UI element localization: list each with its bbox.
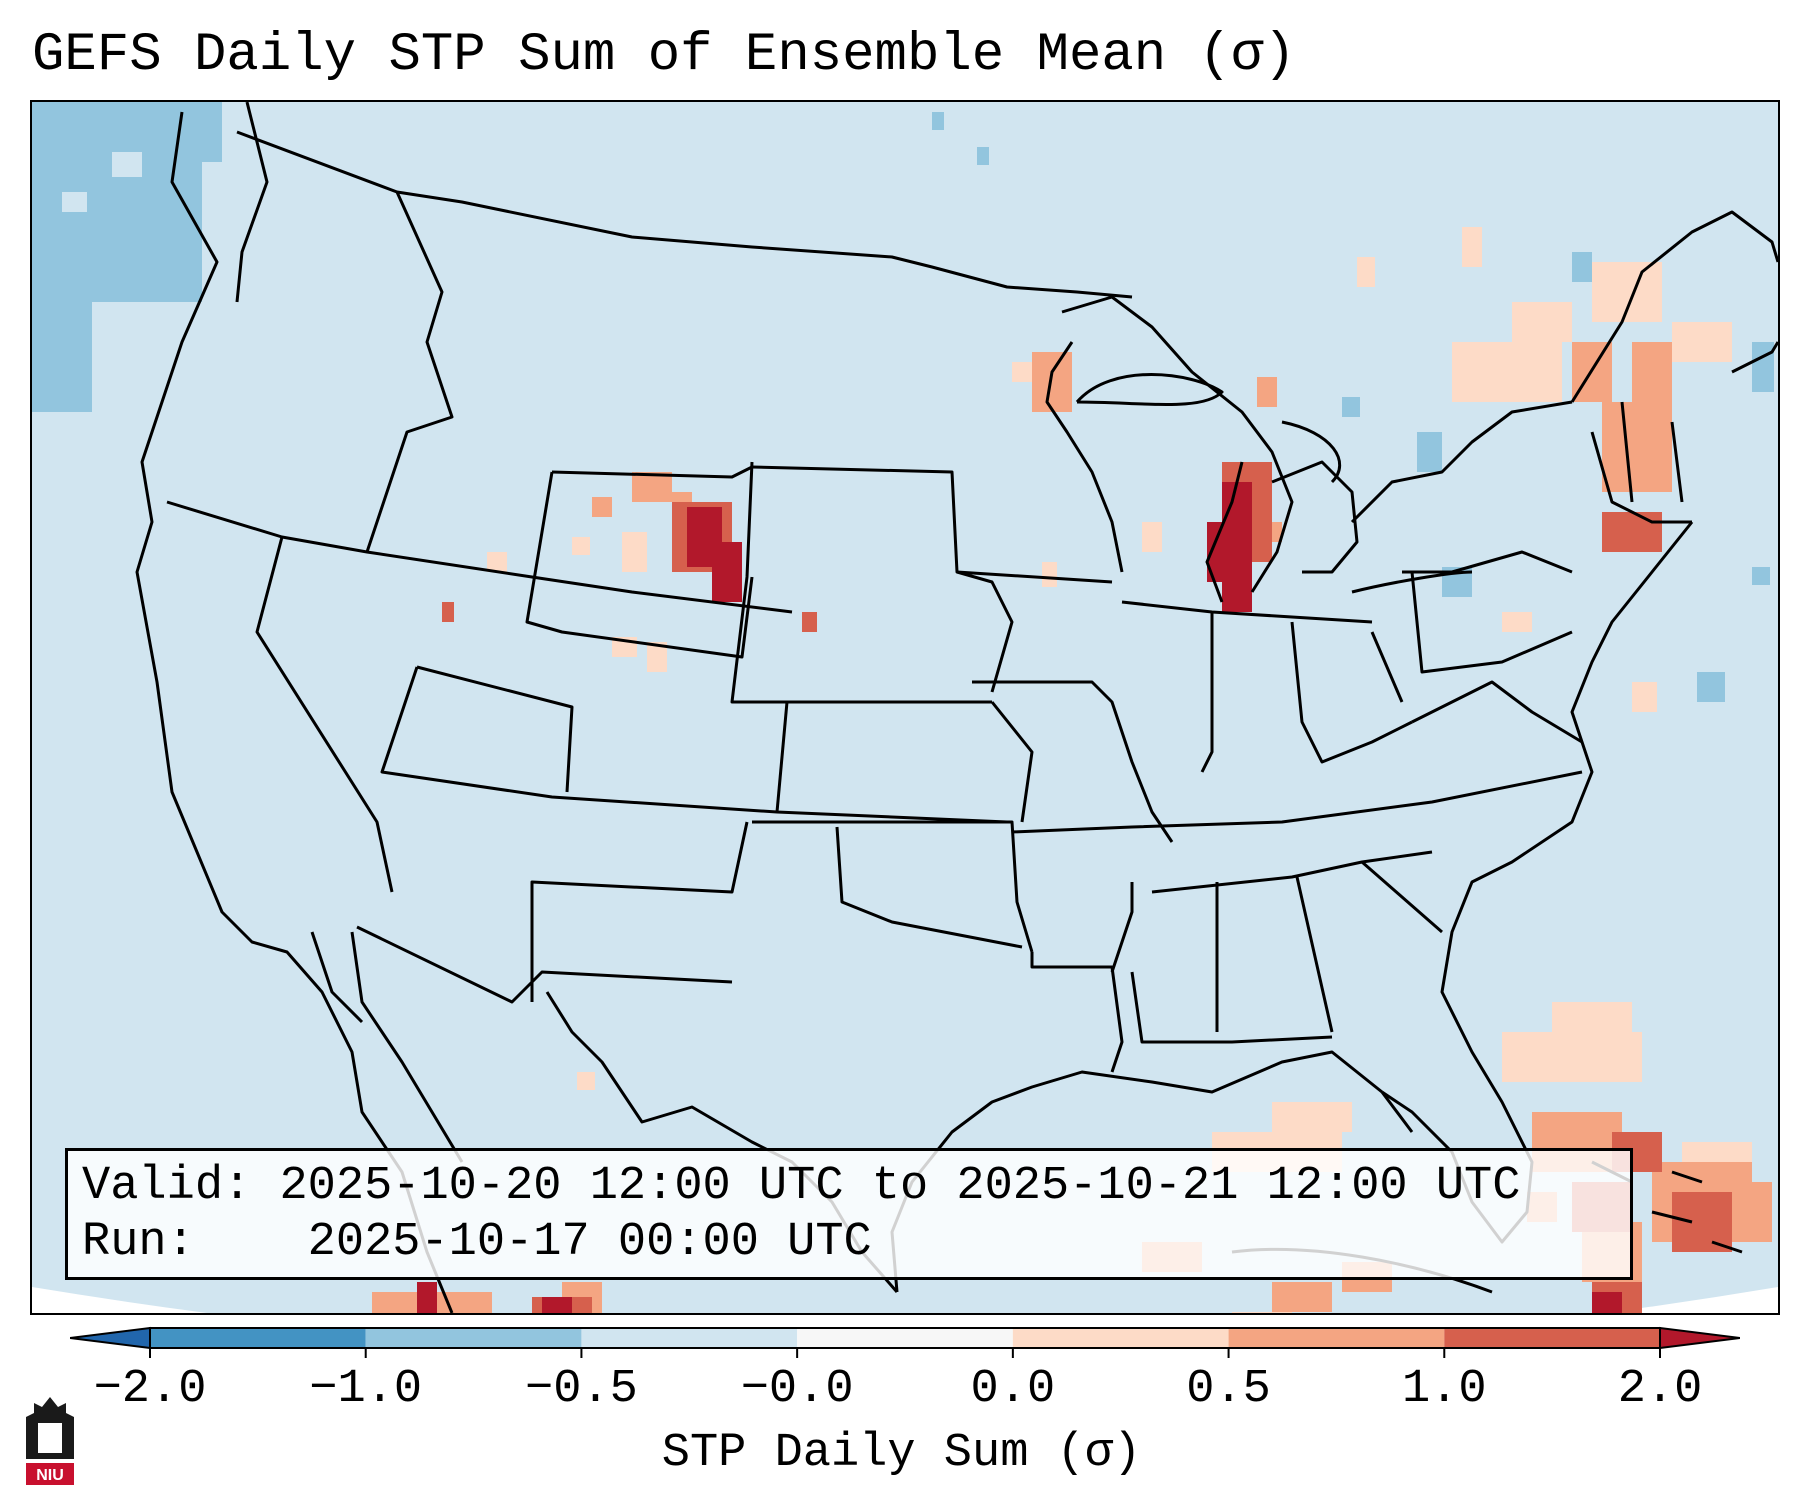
- map-domain-background: [32, 102, 1778, 1313]
- valid-run-info-box: Valid: 2025-10-20 12:00 UTC to 2025-10-2…: [65, 1148, 1633, 1280]
- niu-logo-window-icon: [38, 1423, 62, 1453]
- colorbar-tick-label: −1.0: [309, 1363, 423, 1416]
- colorbar-bin: [365, 1328, 582, 1348]
- colorbar-bin: [797, 1328, 1013, 1348]
- run-time: 2025-10-17 00:00 UTC: [307, 1216, 872, 1269]
- colorbar: [70, 1326, 1740, 1358]
- niu-logo-text: NIU: [36, 1467, 64, 1484]
- colorbar-extend-high: [1659, 1326, 1740, 1350]
- colorbar-tick-label: 0.5: [1186, 1363, 1271, 1416]
- map-canvas: [32, 102, 1778, 1313]
- niu-logo: NIU: [26, 1397, 74, 1485]
- colorbar-tick-label: 2.0: [1617, 1363, 1703, 1416]
- colorbar-bins: [149, 1327, 1661, 1349]
- map-panel: [30, 100, 1780, 1315]
- colorbar-tick-marks: [149, 1348, 1661, 1358]
- colorbar-tick-label: 1.0: [1401, 1363, 1487, 1416]
- colorbar-tick-label: −2.0: [93, 1363, 207, 1416]
- colorbar-tick-label: −0.5: [525, 1363, 638, 1416]
- colorbar-extend-low: [70, 1326, 151, 1350]
- coastline-and-borders: [135, 102, 1778, 1313]
- colorbar-label: STP Daily Sum (σ): [661, 1427, 1142, 1480]
- run-label: Run:: [82, 1216, 195, 1269]
- valid-time-range: 2025-10-20 12:00 UTC to 2025-10-21 12:00…: [279, 1160, 1521, 1213]
- map-title: GEFS Daily STP Sum of Ensemble Mean (σ): [32, 25, 1296, 86]
- colorbar-bin: [1228, 1328, 1445, 1348]
- valid-label: Valid:: [82, 1160, 252, 1213]
- extreme-positive-cells: [417, 482, 1622, 1313]
- colorbar-tick-label: −0.0: [740, 1363, 854, 1416]
- weak-positive-cells: [487, 227, 1752, 1313]
- colorbar-bin: [1012, 1328, 1229, 1348]
- colorbar-bin: [581, 1328, 798, 1348]
- niu-logo-badge: [26, 1463, 74, 1485]
- colorbar-bin: [150, 1328, 366, 1348]
- colorbar-tick-label: 0.0: [970, 1363, 1056, 1416]
- colorbar-bin: [1444, 1328, 1660, 1348]
- light-negative-cells: [62, 152, 142, 212]
